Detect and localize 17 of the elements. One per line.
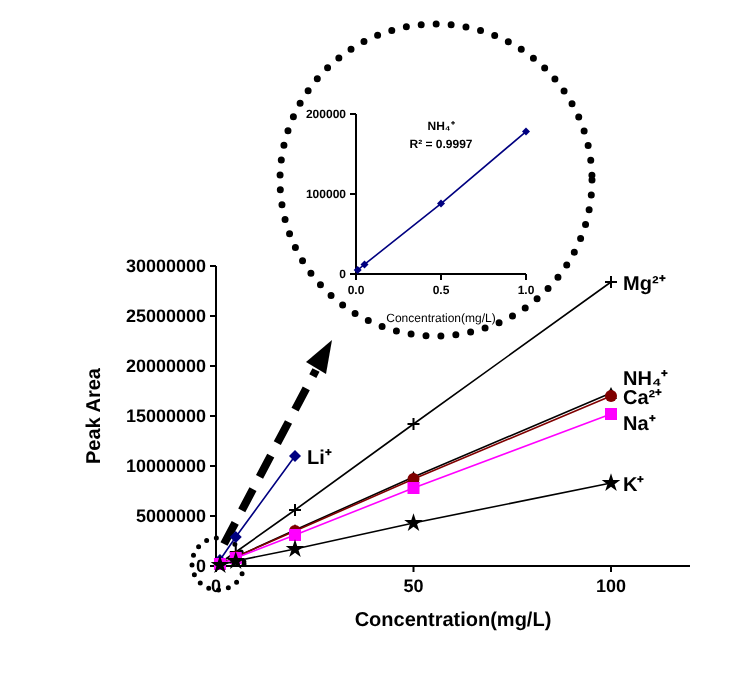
series-label: Mg²⁺ <box>623 274 667 296</box>
y-tick-label: 5000000 <box>135 506 206 526</box>
series-label: Li⁺ <box>307 448 333 470</box>
y-tick-label: 30000000 <box>125 256 206 276</box>
y-tick-label: 0 <box>195 556 206 576</box>
x-tick-label: 50 <box>403 576 424 596</box>
y-tick-label: 20000000 <box>125 356 206 376</box>
y-tick-label: 25000000 <box>125 306 206 326</box>
y-axis-title: Peak Area <box>84 367 106 464</box>
x-axis-title: Concentration(mg/L) <box>354 610 552 632</box>
series-label: Na⁺ <box>623 414 657 436</box>
series-label: Ca²⁺ <box>623 388 664 410</box>
x-tick-label: 100 <box>595 576 627 596</box>
y-tick-label: 10000000 <box>125 456 206 476</box>
series-label: K⁺ <box>623 475 646 497</box>
y-tick-label: 15000000 <box>125 406 206 426</box>
series-label: NH₄⁺ <box>623 369 670 391</box>
